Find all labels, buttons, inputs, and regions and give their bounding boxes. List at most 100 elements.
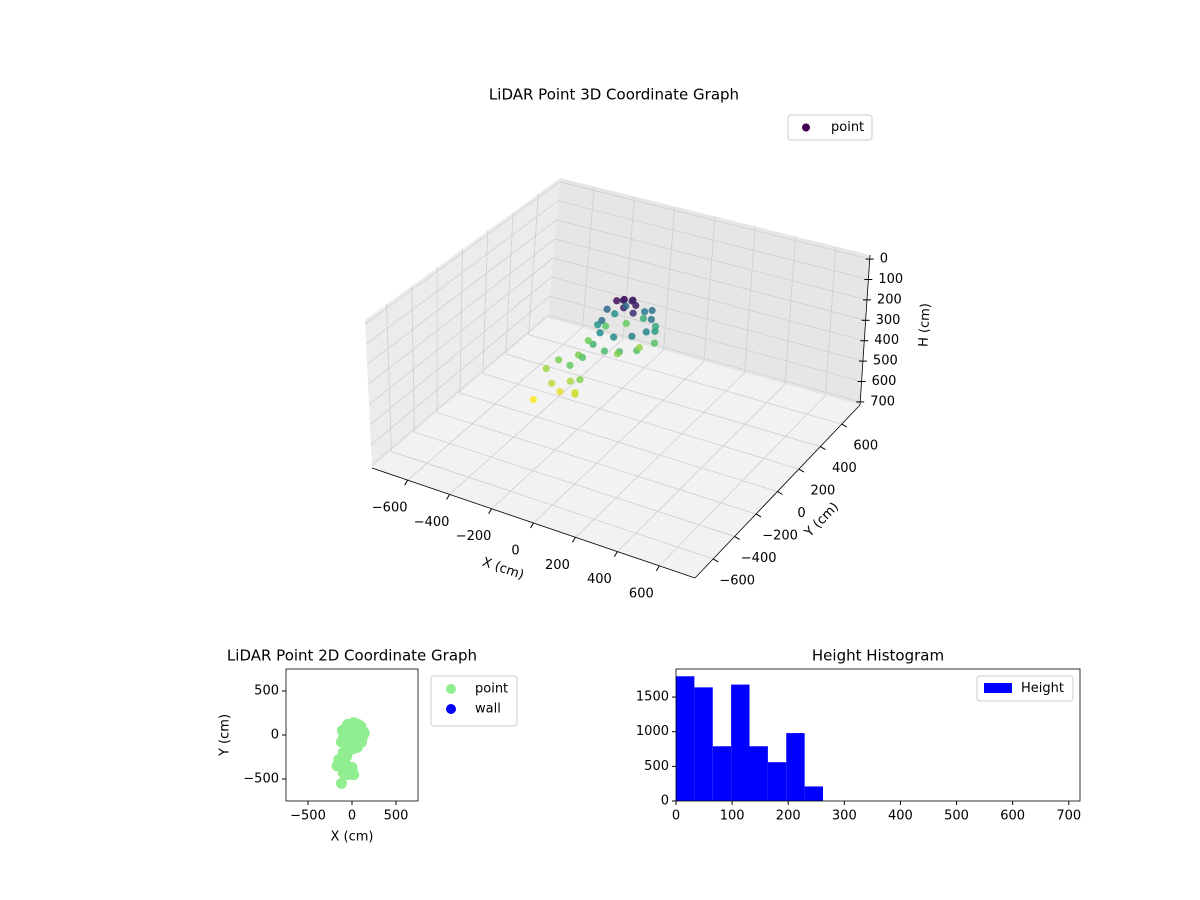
- legend-label: point: [475, 682, 508, 697]
- z-tick-label: 500: [873, 354, 898, 369]
- legend-box: [976, 675, 1074, 702]
- grid-line: [549, 295, 862, 382]
- x-axis-line: [371, 467, 696, 579]
- y-tick-label: 400: [832, 461, 857, 476]
- chart-title: LiDAR Point 3D Coordinate Graph: [489, 86, 739, 104]
- grid-line: [371, 314, 549, 466]
- grid-line: [365, 200, 559, 345]
- x-axis-label: X (cm): [331, 830, 374, 845]
- bar: [712, 746, 732, 801]
- grid-line: [703, 216, 716, 362]
- x-tick-label: −200: [456, 529, 492, 544]
- bar: [694, 687, 713, 801]
- grid-line: [554, 238, 866, 321]
- point: [622, 302, 630, 310]
- point: [651, 322, 660, 330]
- y-tick: [777, 491, 783, 495]
- x-tick-label: 700: [1056, 809, 1081, 824]
- x-tick-label: 0: [348, 809, 356, 824]
- bar: [731, 684, 750, 801]
- point: [336, 725, 348, 737]
- grid-line: [386, 304, 392, 452]
- point: [611, 310, 619, 318]
- chart-title: LiDAR Point 2D Coordinate Graph: [227, 647, 477, 665]
- z-tick-label: 400: [874, 333, 899, 348]
- y-tick: [798, 468, 805, 473]
- grid-line: [364, 181, 560, 325]
- x-tick-label: 500: [384, 809, 409, 824]
- legend-label: wall: [475, 702, 501, 717]
- grid-line: [437, 412, 757, 515]
- grid-line: [825, 246, 837, 396]
- bar: [676, 676, 695, 801]
- point: [622, 319, 630, 328]
- y-axis-line: [694, 404, 861, 579]
- x-tick: [488, 508, 492, 514]
- point: [629, 309, 637, 317]
- y-tick-label: 1000: [636, 724, 669, 739]
- x-tick-label: 600: [1000, 809, 1025, 824]
- grid-line: [391, 451, 714, 560]
- y-tick-label: −500: [243, 772, 279, 787]
- grid-line: [369, 276, 552, 426]
- point: [594, 321, 602, 329]
- point: [349, 738, 361, 750]
- x-tick-label: −600: [372, 501, 408, 516]
- x-tick: [655, 565, 660, 572]
- y-tick-label: 0: [797, 506, 805, 521]
- grid-line: [744, 226, 756, 373]
- point: [584, 336, 592, 345]
- point: [578, 353, 587, 362]
- grid-line: [557, 200, 869, 280]
- x-tick-label: 300: [832, 809, 857, 824]
- chart-title: Height Histogram: [812, 647, 944, 665]
- y-tick-label: 0: [271, 728, 279, 743]
- legend-marker: [446, 684, 456, 694]
- y-tick-label: −400: [741, 551, 777, 566]
- y-tick: [820, 446, 826, 450]
- x-tick-label: 400: [587, 572, 612, 587]
- x-tick-label: 100: [720, 809, 745, 824]
- x-tick-label: 200: [545, 558, 570, 573]
- x-tick: [404, 479, 409, 486]
- point: [529, 396, 538, 404]
- x-tick-label: 600: [629, 586, 654, 601]
- point: [635, 343, 643, 352]
- point: [566, 377, 574, 385]
- legend-marker: [984, 683, 1012, 693]
- bar: [786, 733, 805, 801]
- point: [602, 322, 610, 330]
- z-tick-label: 300: [876, 313, 901, 328]
- point: [548, 379, 556, 387]
- legend-box: [787, 114, 873, 141]
- y-tick: [755, 513, 762, 518]
- grid-line: [622, 196, 635, 339]
- x-tick-label: 500: [944, 809, 969, 824]
- z-axis-label: H (cm): [916, 303, 933, 348]
- grid-line: [459, 392, 778, 492]
- y-tick-label: −200: [762, 528, 798, 543]
- x-tick: [613, 551, 618, 557]
- legend-label: point: [831, 120, 864, 135]
- x-tick-label: 0: [511, 544, 519, 559]
- point: [556, 388, 564, 396]
- point: [335, 777, 347, 789]
- z-tick-label: 200: [877, 292, 902, 307]
- x-tick: [530, 522, 534, 529]
- grid-line: [367, 238, 556, 385]
- grid-line: [528, 334, 842, 425]
- y-tick-label: 500: [644, 759, 669, 774]
- y-axis-label: Y (cm): [801, 500, 842, 541]
- point: [613, 350, 622, 358]
- y-tick-label: 200: [811, 484, 836, 499]
- point: [603, 305, 611, 313]
- z-axis-line: [859, 254, 871, 406]
- y-tick-label: 500: [254, 684, 279, 699]
- grid-line: [559, 181, 870, 260]
- point: [542, 365, 550, 373]
- y-tick-label: 600: [853, 439, 878, 454]
- y-tick-label: −600: [719, 573, 755, 588]
- grid-line: [663, 206, 676, 351]
